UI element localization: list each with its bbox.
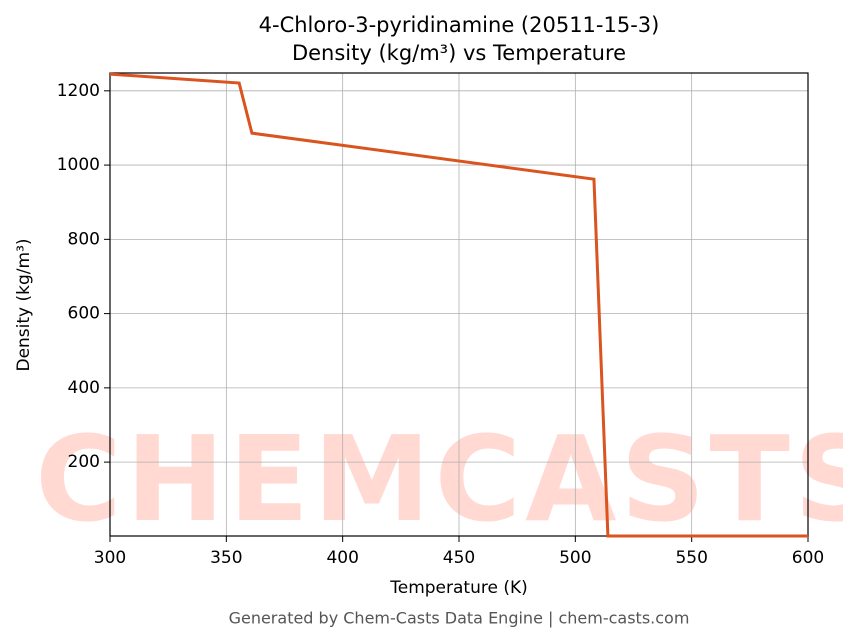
x-tick-label: 500: [559, 548, 591, 568]
x-tick-label: 550: [675, 548, 707, 568]
y-tick-label: 600: [68, 304, 100, 324]
y-axis-label: Density (kg/m³): [14, 238, 34, 371]
watermark: CHEMCASTS: [35, 410, 843, 548]
x-tick-label: 450: [443, 548, 475, 568]
x-axis-label: Temperature (K): [389, 578, 528, 598]
y-tick-label: 1000: [57, 155, 100, 175]
plot-frame: [109, 72, 809, 537]
x-tick-label: 600: [792, 548, 824, 568]
y-tick-label: 200: [68, 452, 100, 472]
x-tick-label: 350: [210, 548, 242, 568]
x-tick-label: 300: [94, 548, 126, 568]
chart-title: 4-Chloro-3-pyridinamine (20511-15-3): [259, 13, 660, 37]
data-line: [109, 72, 808, 538]
footer: Generated by Chem-Casts Data Engine | ch…: [229, 609, 690, 628]
y-tick-label: 800: [68, 229, 100, 249]
y-tick-label: 1200: [57, 81, 100, 101]
y-tick-label: 400: [68, 378, 100, 398]
chart-subtitle: Density (kg/m³) vs Temperature: [292, 41, 626, 65]
x-tick-label: 400: [326, 548, 358, 568]
